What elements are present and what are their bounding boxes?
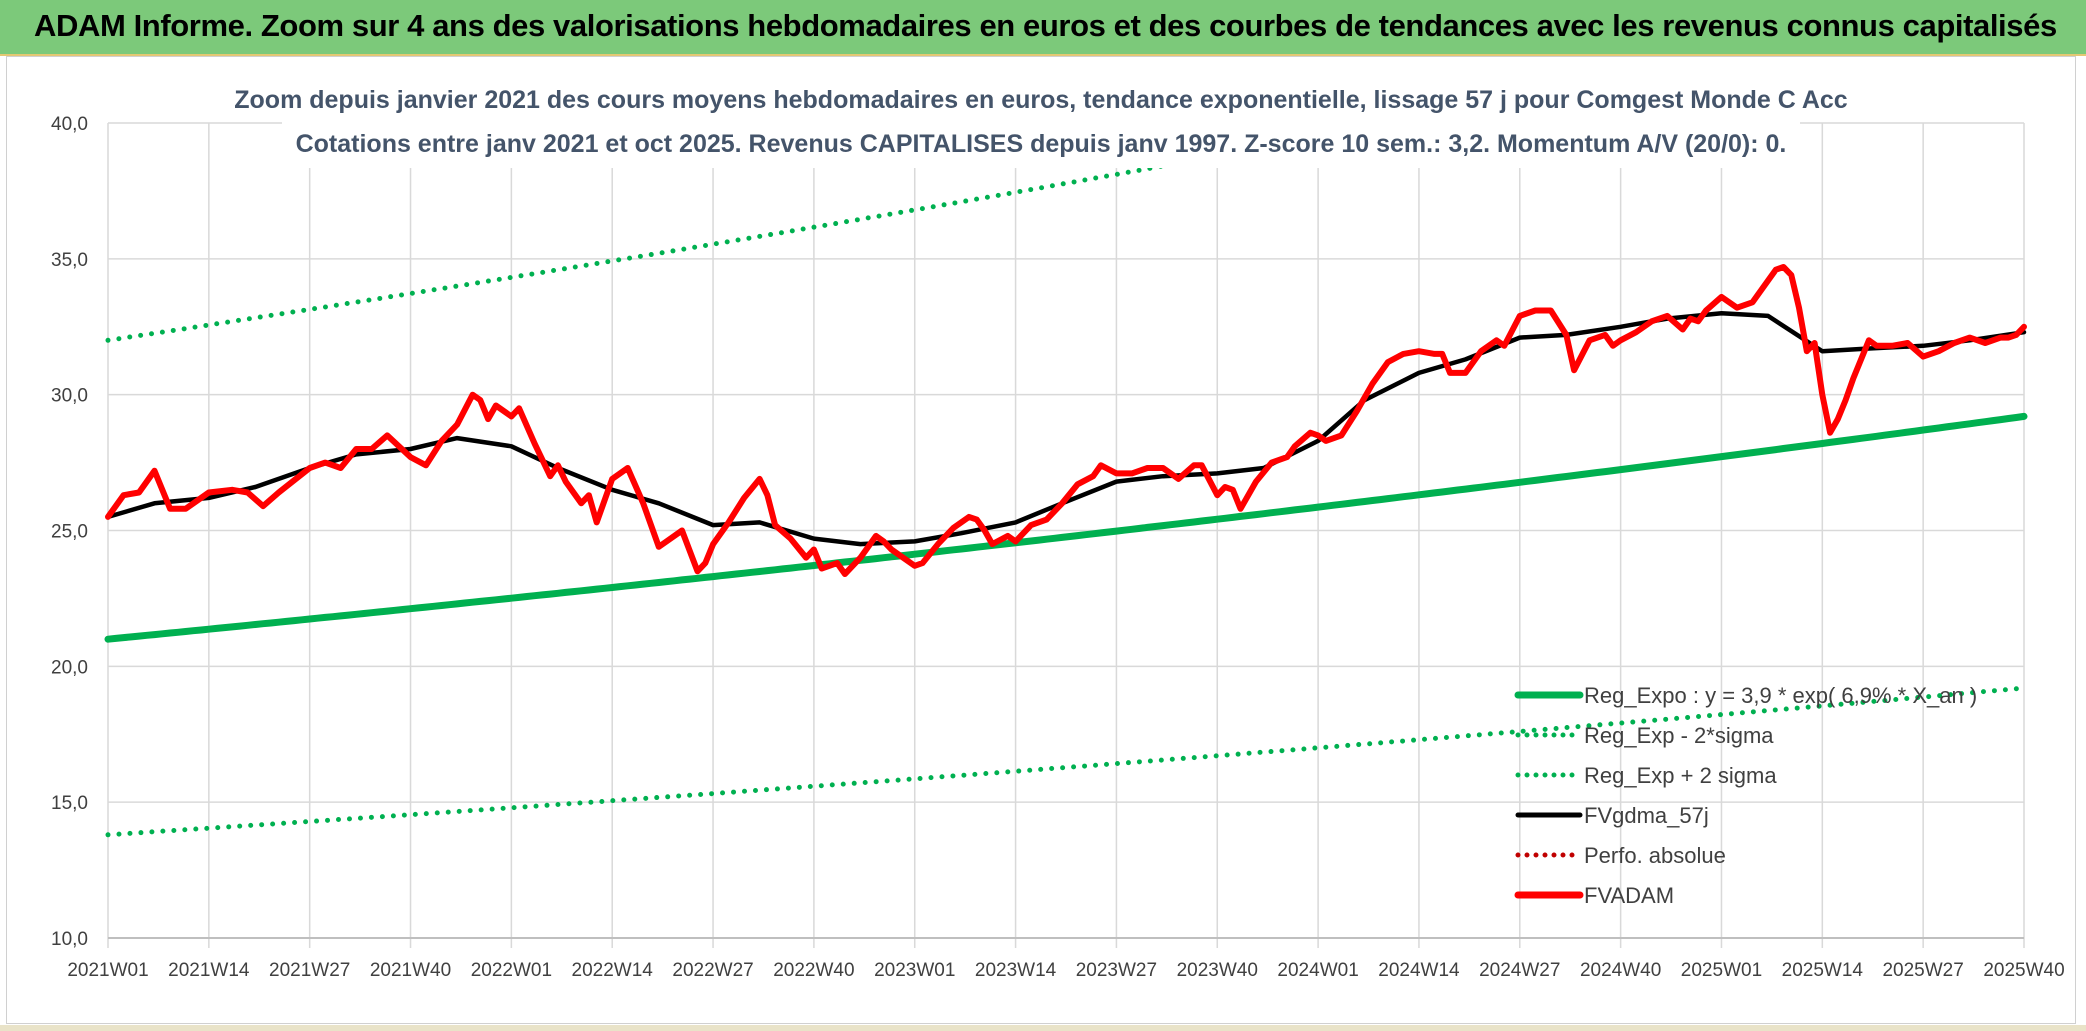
y-tick-label: 30,0 xyxy=(51,386,88,407)
y-tick-label: 20,0 xyxy=(51,657,88,678)
title-banner: ADAM Informe. Zoom sur 4 ans des valoris… xyxy=(0,0,2086,56)
x-tick-label: 2025W27 xyxy=(1882,960,1963,981)
banner-title: ADAM Informe. Zoom sur 4 ans des valoris… xyxy=(34,8,2057,43)
chart-subtitle: Cotations entre janv 2021 et oct 2025. R… xyxy=(296,130,1787,158)
x-tick-label: 2025W01 xyxy=(1681,960,1762,981)
legend-label-reg-exp-2-sigma: Reg_Exp + 2 sigma xyxy=(1584,763,1777,788)
x-tick-label: 2024W01 xyxy=(1277,960,1358,981)
y-tick-label: 40,0 xyxy=(51,114,88,135)
legend-label-fvgdma-57j: FVgdma_57j xyxy=(1584,803,1709,828)
x-tick-label: 2024W14 xyxy=(1378,960,1460,981)
series-reg-exp-2-sigma xyxy=(105,685,2027,838)
legend-label-fvadam: FVADAM xyxy=(1584,883,1674,908)
series-layer xyxy=(104,121,2028,838)
legend-label-perfo-absolue: Perfo. absolue xyxy=(1584,843,1726,868)
legend-label-reg-expo-y-3-9-exp-6-9-x-an: Reg_Expo : y = 3,9 * exp( 6,9% * X_an ) xyxy=(1584,683,1977,708)
chart-title-area: Zoom depuis janvier 2021 des cours moyen… xyxy=(234,78,1848,168)
y-tick-label: 35,0 xyxy=(51,250,88,271)
bottom-strip xyxy=(0,1025,2086,1031)
x-tick-label: 2022W14 xyxy=(572,960,654,981)
legend-label-reg-exp-2-sigma: Reg_Exp - 2*sigma xyxy=(1584,723,1774,748)
chart-frame xyxy=(6,56,2076,1024)
x-tick-label: 2021W01 xyxy=(67,960,148,981)
y-tick-label: 15,0 xyxy=(51,793,88,814)
y-tick-label: 25,0 xyxy=(51,522,88,543)
x-tick-label: 2024W27 xyxy=(1479,960,1560,981)
grid-layer xyxy=(107,122,2025,948)
x-tick-label: 2021W40 xyxy=(370,960,451,981)
x-tick-label: 2022W27 xyxy=(672,960,753,981)
x-tick-label: 2023W27 xyxy=(1076,960,1157,981)
series-reg-exp-2-sigma xyxy=(105,121,1420,343)
chart-title: Zoom depuis janvier 2021 des cours moyen… xyxy=(234,86,1848,114)
series-fvadam xyxy=(105,264,2027,577)
y-tick-label: 10,0 xyxy=(51,929,88,950)
x-tick-label: 2022W01 xyxy=(471,960,552,981)
legend: Reg_Expo : y = 3,9 * exp( 6,9% * X_an ) R… xyxy=(1514,683,1977,908)
x-tick-label: 2021W27 xyxy=(269,960,350,981)
x-tick-label: 2024W40 xyxy=(1580,960,1661,981)
x-tick-label: 2022W40 xyxy=(773,960,854,981)
x-tick-label: 2021W14 xyxy=(168,960,250,981)
series-fvgdma-57j xyxy=(105,310,2027,547)
axis-layer: 10,0 15,0 20,0 25,0 30,0 35,0 40,0 2021W01 2021W… xyxy=(51,114,2065,981)
x-tick-label: 2025W14 xyxy=(1782,960,1864,981)
x-tick-label: 2023W40 xyxy=(1177,960,1258,981)
series-reg-expo-y-3-9-exp-6-9-x-an xyxy=(104,412,2028,643)
title-background xyxy=(282,78,1800,168)
x-tick-label: 2023W01 xyxy=(874,960,955,981)
x-tick-label: 2023W14 xyxy=(975,960,1057,981)
x-tick-label: 2025W40 xyxy=(1983,960,2064,981)
